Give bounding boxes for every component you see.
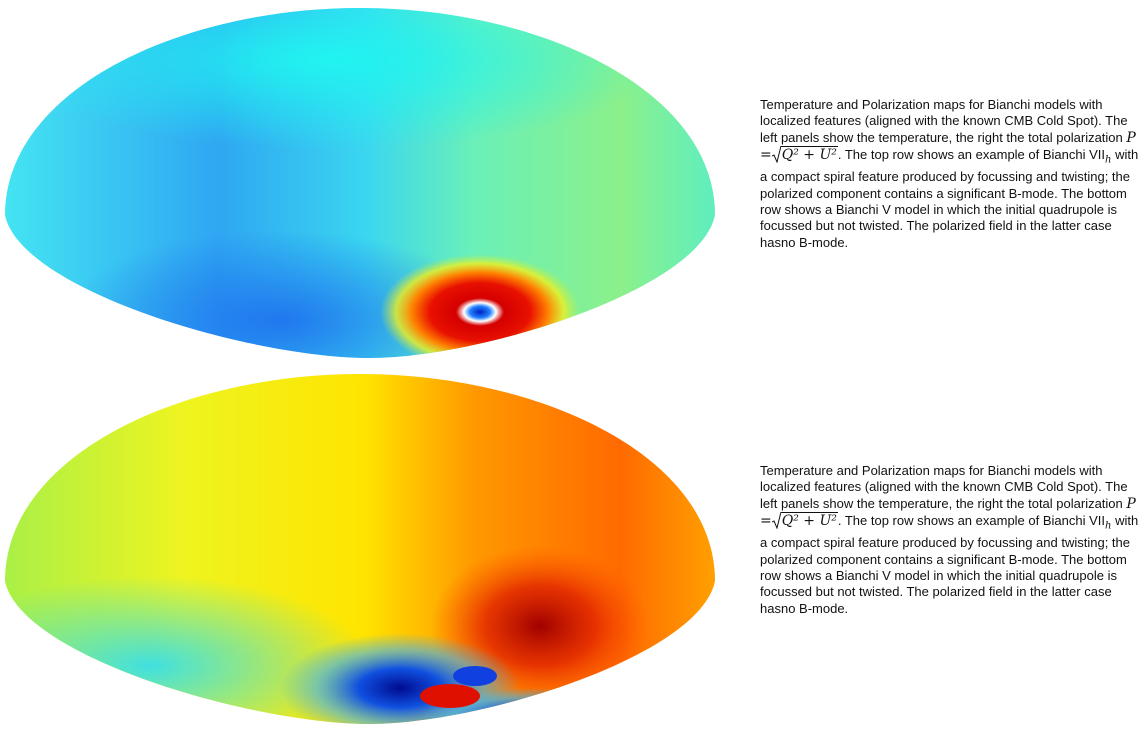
model-name: VII <box>1089 147 1106 163</box>
temperature-map-bottom <box>5 374 715 724</box>
caption-text: . The top row shows an example of Bianch… <box>837 147 1086 163</box>
radical-sign <box>771 146 781 164</box>
radical-sign <box>771 512 781 530</box>
formula-radicand: Q² + U² <box>780 512 838 530</box>
caption-text: . The top row shows an example of Bianch… <box>837 513 1086 529</box>
sky-maps <box>5 8 715 724</box>
caption-text: Temperature and Polarization maps for Bi… <box>760 463 1128 511</box>
temperature-map-top <box>5 8 715 358</box>
formula-radicand: Q² + U² <box>780 146 838 164</box>
caption-text: Temperature and Polarization maps for Bi… <box>760 97 1128 145</box>
caption: Temperature and Polarization maps for Bi… <box>760 97 1142 251</box>
formula-lhs: P = <box>760 129 1136 164</box>
model-subscript: h <box>1105 520 1112 532</box>
caption-text: with a compact spiral feature produced b… <box>760 513 1139 616</box>
formula-lhs: P = <box>760 495 1136 530</box>
caption: Temperature and Polarization maps for Bi… <box>760 463 1142 617</box>
caption-text: with a compact spiral feature produced b… <box>760 147 1139 250</box>
model-subscript: h <box>1105 154 1112 166</box>
model-name: VII <box>1089 513 1106 529</box>
